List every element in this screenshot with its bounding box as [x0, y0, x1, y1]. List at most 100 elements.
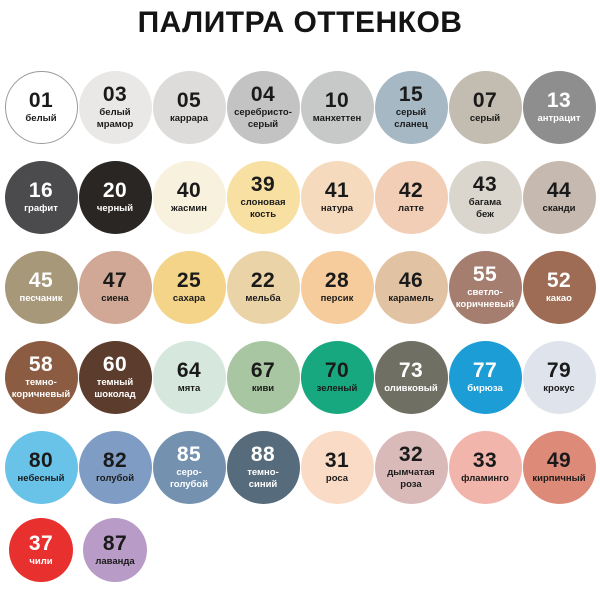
swatch-name: белый: [25, 112, 57, 124]
swatch-name: белый мрамор: [96, 107, 134, 130]
swatch-49[interactable]: 49 кирпичный: [522, 430, 596, 504]
swatch-number: 42: [398, 178, 424, 202]
palette-cell: 05 каррара: [152, 70, 226, 144]
swatch-31[interactable]: 31 роса: [300, 430, 374, 504]
swatch-number: 22: [250, 268, 276, 292]
palette-row: 01 белый 03 белый мрамор 05 каррара 04 серебрис…: [0, 62, 600, 152]
swatch-number: 32: [398, 443, 424, 467]
swatch-80[interactable]: 80 небесный: [4, 430, 78, 504]
swatch-87[interactable]: 87 лаванда: [83, 518, 147, 582]
swatch-60[interactable]: 60 темный шоколад: [78, 340, 152, 414]
swatch-number: 04: [250, 83, 276, 107]
swatch-43[interactable]: 43 багама беж: [448, 160, 522, 234]
swatch-13[interactable]: 13 антрацит: [522, 70, 596, 144]
swatch-number: 88: [250, 443, 276, 467]
swatch-20[interactable]: 20 черный: [78, 160, 152, 234]
palette-cell: 28 персик: [300, 250, 374, 324]
swatch-77[interactable]: 77 бирюза: [448, 340, 522, 414]
swatch-number: 64: [176, 358, 202, 382]
palette-grid: 01 белый 03 белый мрамор 05 каррара 04 серебрис…: [0, 62, 600, 588]
swatch-10[interactable]: 10 манхеттен: [300, 70, 374, 144]
palette-cell: 87 лаванда: [78, 518, 152, 582]
palette-row: 80 небесный 82 голубой 85 серо- голубой 88 темн…: [0, 422, 600, 512]
swatch-number: 03: [102, 83, 128, 107]
palette-cell: 13 антрацит: [522, 70, 596, 144]
swatch-name: латте: [398, 202, 424, 214]
swatch-number: 41: [324, 178, 350, 202]
swatch-name: черный: [96, 202, 134, 214]
swatch-name: манхеттен: [312, 112, 362, 124]
palette-cell: 80 небесный: [4, 430, 78, 504]
palette-cell: 52 какао: [522, 250, 596, 324]
swatch-01[interactable]: 01 белый: [4, 70, 78, 144]
palette-cell: 79 крокус: [522, 340, 596, 414]
swatch-33[interactable]: 33 фламинго: [448, 430, 522, 504]
swatch-number: 52: [546, 268, 572, 292]
page-title: ПАЛИТРА ОТТЕНКОВ: [137, 6, 463, 39]
swatch-15[interactable]: 15 серый сланец: [374, 70, 448, 144]
swatch-name: фламинго: [461, 472, 509, 484]
swatch-07[interactable]: 07 серый: [448, 70, 522, 144]
swatch-16[interactable]: 16 графит: [4, 160, 78, 234]
swatch-41[interactable]: 41 натура: [300, 160, 374, 234]
swatch-39[interactable]: 39 слоновая кость: [226, 160, 300, 234]
palette-cell: 47 сиена: [78, 250, 152, 324]
swatch-04[interactable]: 04 серебристо- серый: [226, 70, 300, 144]
swatch-name: натура: [320, 202, 354, 214]
swatch-32[interactable]: 32 дымчатая роза: [374, 430, 448, 504]
palette-cell: 37 чили: [4, 518, 78, 582]
swatch-number: 39: [250, 173, 276, 197]
palette-cell: 46 карамель: [374, 250, 448, 324]
swatch-82[interactable]: 82 голубой: [78, 430, 152, 504]
palette-cell: 88 темно- синий: [226, 430, 300, 504]
swatch-70[interactable]: 70 зеленый: [300, 340, 374, 414]
swatch-number: 05: [176, 88, 202, 112]
swatch-22[interactable]: 22 мельба: [226, 250, 300, 324]
swatch-number: 80: [28, 448, 54, 472]
swatch-40[interactable]: 40 жасмин: [152, 160, 226, 234]
swatch-number: 60: [102, 353, 128, 377]
swatch-number: 37: [28, 531, 54, 555]
palette-cell: 10 манхеттен: [300, 70, 374, 144]
swatch-03[interactable]: 03 белый мрамор: [78, 70, 152, 144]
swatch-number: 40: [176, 178, 202, 202]
swatch-number: 49: [546, 448, 572, 472]
swatch-37[interactable]: 37 чили: [9, 518, 73, 582]
swatch-name: серый: [469, 112, 501, 124]
swatch-46[interactable]: 46 карамель: [374, 250, 448, 324]
swatch-number: 25: [176, 268, 202, 292]
swatch-47[interactable]: 47 сиена: [78, 250, 152, 324]
swatch-45[interactable]: 45 песчаник: [4, 250, 78, 324]
swatch-number: 43: [472, 173, 498, 197]
palette-cell: 42 латте: [374, 160, 448, 234]
palette-cell: 44 сканди: [522, 160, 596, 234]
swatch-28[interactable]: 28 персик: [300, 250, 374, 324]
swatch-44[interactable]: 44 сканди: [522, 160, 596, 234]
swatch-79[interactable]: 79 крокус: [522, 340, 596, 414]
swatch-05[interactable]: 05 каррара: [152, 70, 226, 144]
swatch-67[interactable]: 67 киви: [226, 340, 300, 414]
swatch-number: 87: [102, 531, 128, 555]
swatch-25[interactable]: 25 сахара: [152, 250, 226, 324]
swatch-58[interactable]: 58 темно- коричневый: [4, 340, 78, 414]
swatch-name: бирюза: [467, 382, 503, 394]
swatch-73[interactable]: 73 оливковый: [374, 340, 448, 414]
swatch-name: дымчатая роза: [387, 467, 435, 490]
swatch-name: темный шоколад: [94, 377, 136, 400]
palette-cell: 40 жасмин: [152, 160, 226, 234]
swatch-88[interactable]: 88 темно- синий: [226, 430, 300, 504]
swatch-number: 45: [28, 268, 54, 292]
swatch-55[interactable]: 55 светло- коричневый: [448, 250, 522, 324]
swatch-42[interactable]: 42 латте: [374, 160, 448, 234]
palette-cell: 85 серо- голубой: [152, 430, 226, 504]
palette-cell: 15 серый сланец: [374, 70, 448, 144]
swatch-name: роса: [325, 472, 349, 484]
swatch-85[interactable]: 85 серо- голубой: [152, 430, 226, 504]
swatch-number: 15: [398, 83, 424, 107]
palette-cell: 33 фламинго: [448, 430, 522, 504]
palette-cell: 70 зеленый: [300, 340, 374, 414]
swatch-64[interactable]: 64 мята: [152, 340, 226, 414]
swatch-52[interactable]: 52 какао: [522, 250, 596, 324]
swatch-number: 79: [546, 358, 572, 382]
palette-cell: 01 белый: [4, 70, 78, 144]
